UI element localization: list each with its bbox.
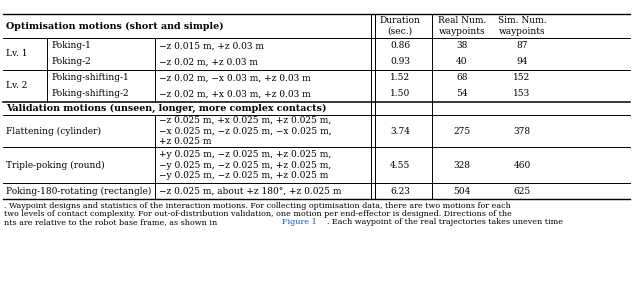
Text: Poking-180-rotating (rectangle): Poking-180-rotating (rectangle) [6, 186, 152, 196]
Text: 94: 94 [516, 58, 528, 67]
Text: . Each waypoint of the real trajectories takes uneven time: . Each waypoint of the real trajectories… [327, 218, 563, 226]
Text: Poking-2: Poking-2 [51, 58, 91, 67]
Text: Lv. 1: Lv. 1 [6, 50, 28, 58]
Text: 0.86: 0.86 [390, 41, 410, 51]
Text: 1.50: 1.50 [390, 90, 410, 98]
Text: 378: 378 [513, 126, 531, 135]
Text: 328: 328 [454, 161, 470, 169]
Text: Poking-shifting-1: Poking-shifting-1 [51, 74, 129, 83]
Text: −z 0.015 m, +z 0.03 m: −z 0.015 m, +z 0.03 m [159, 41, 264, 51]
Text: Poking-1: Poking-1 [51, 41, 91, 51]
Text: 87: 87 [516, 41, 528, 51]
Text: 153: 153 [513, 90, 531, 98]
Text: 4.55: 4.55 [390, 161, 410, 169]
Text: 460: 460 [513, 161, 531, 169]
Text: two levels of contact complexity. For out-of-distribution validation, one motion: two levels of contact complexity. For ou… [4, 210, 512, 218]
Text: Lv. 2: Lv. 2 [6, 81, 28, 91]
Text: 68: 68 [456, 74, 468, 83]
Text: Figure 1: Figure 1 [282, 218, 317, 226]
Text: +y 0.025 m, −z 0.025 m, +z 0.025 m,
−y 0.025 m, −z 0.025 m, +z 0.025 m,
−y 0.025: +y 0.025 m, −z 0.025 m, +z 0.025 m, −y 0… [159, 150, 332, 180]
Text: 504: 504 [453, 187, 470, 196]
Text: −z 0.02 m, +x 0.03 m, +z 0.03 m: −z 0.02 m, +x 0.03 m, +z 0.03 m [159, 90, 311, 98]
Text: 1.52: 1.52 [390, 74, 410, 83]
Text: −z 0.02 m, −x 0.03 m, +z 0.03 m: −z 0.02 m, −x 0.03 m, +z 0.03 m [159, 74, 311, 83]
Text: Triple-poking (round): Triple-poking (round) [6, 160, 104, 170]
Text: 275: 275 [453, 126, 470, 135]
Text: 40: 40 [456, 58, 468, 67]
Text: nts are relative to the robot base frame, as shown in: nts are relative to the robot base frame… [4, 218, 220, 226]
Text: −z 0.025 m, +x 0.025 m, +z 0.025 m,
−x 0.025 m, −z 0.025 m, −x 0.025 m,
+z 0.025: −z 0.025 m, +x 0.025 m, +z 0.025 m, −x 0… [159, 116, 332, 146]
Text: 152: 152 [513, 74, 531, 83]
Text: Duration
(sec.): Duration (sec.) [380, 16, 420, 36]
Text: 6.23: 6.23 [390, 187, 410, 196]
Text: 54: 54 [456, 90, 468, 98]
Text: 0.93: 0.93 [390, 58, 410, 67]
Text: 3.74: 3.74 [390, 126, 410, 135]
Text: Validation motions (unseen, longer, more complex contacts): Validation motions (unseen, longer, more… [6, 104, 326, 113]
Text: Flattening (cylinder): Flattening (cylinder) [6, 126, 101, 135]
Text: Real Num.
waypoints: Real Num. waypoints [438, 16, 486, 36]
Text: 625: 625 [513, 187, 531, 196]
Text: Sim. Num.
waypoints: Sim. Num. waypoints [498, 16, 547, 36]
Text: −z 0.025 m, about +z 180°, +z 0.025 m: −z 0.025 m, about +z 180°, +z 0.025 m [159, 187, 342, 196]
Text: 38: 38 [456, 41, 468, 51]
Text: Optimisation motions (short and simple): Optimisation motions (short and simple) [6, 21, 223, 31]
Text: . Waypoint designs and statistics of the interaction motions. For collecting opt: . Waypoint designs and statistics of the… [4, 202, 511, 210]
Text: −z 0.02 m, +z 0.03 m: −z 0.02 m, +z 0.03 m [159, 58, 258, 67]
Text: Poking-shifting-2: Poking-shifting-2 [51, 90, 129, 98]
